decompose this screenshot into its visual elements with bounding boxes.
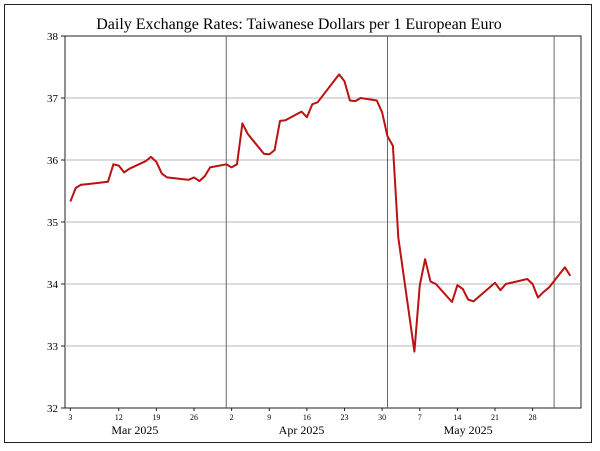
series-line-twd-per-eur bbox=[69, 73, 572, 353]
month-label-2: May 2025 bbox=[444, 423, 493, 437]
x-tick-label-82: 21 bbox=[491, 413, 499, 422]
y-tick-label-35: 35 bbox=[47, 217, 59, 229]
x-tick-label-40: 9 bbox=[267, 413, 271, 422]
x-tick-label-68: 7 bbox=[418, 413, 422, 422]
y-tick-label-33: 33 bbox=[47, 341, 59, 353]
x-tick-label-12: 12 bbox=[115, 413, 123, 422]
x-tick-label-61: 30 bbox=[378, 413, 386, 422]
chart-title: Daily Exchange Rates: Taiwanese Dollars … bbox=[96, 16, 502, 33]
x-tick-label-89: 28 bbox=[529, 413, 537, 422]
month-label-0: Mar 2025 bbox=[111, 423, 158, 437]
y-tick-label-37: 37 bbox=[47, 93, 59, 105]
y-tick-label-36: 36 bbox=[47, 155, 59, 167]
x-tick-label-19: 19 bbox=[152, 413, 160, 422]
exchange-rate-chart: Daily Exchange Rates: Taiwanese Dollars … bbox=[47, 16, 582, 437]
gridlines bbox=[65, 36, 581, 408]
month-labels: Mar 2025 Apr 2025 May 2025 bbox=[111, 423, 492, 437]
x-tick-label-3: 3 bbox=[68, 413, 72, 422]
y-tick-label-38: 38 bbox=[47, 31, 59, 43]
y-tick-label-34: 34 bbox=[47, 279, 59, 291]
y-tick-label-32: 32 bbox=[47, 403, 58, 415]
x-tick-label-26: 26 bbox=[190, 413, 198, 422]
x-tick-label-75: 14 bbox=[453, 413, 461, 422]
x-tick-label-33: 2 bbox=[230, 413, 234, 422]
x-axis-ticks: 3 12 19 26 2 9 16 23 30 7 14 21 28 bbox=[68, 408, 537, 422]
x-tick-label-47: 16 bbox=[303, 413, 311, 422]
month-label-1: Apr 2025 bbox=[279, 423, 325, 437]
y-axis-ticks: 32 33 34 35 36 37 38 bbox=[47, 31, 65, 415]
chart-frame: Daily Exchange Rates: Taiwanese Dollars … bbox=[4, 4, 592, 443]
x-tick-label-54: 23 bbox=[341, 413, 349, 422]
